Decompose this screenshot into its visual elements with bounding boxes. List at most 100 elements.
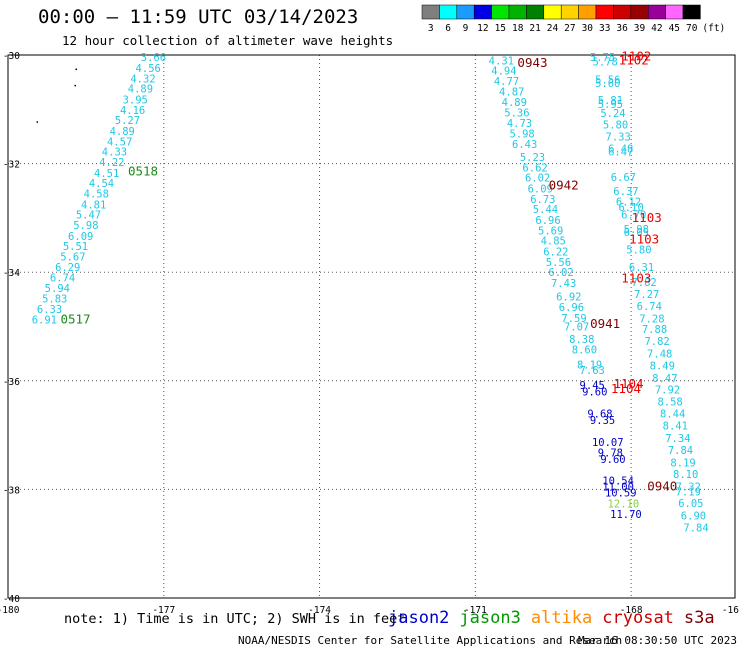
pass-time-label: 0943: [517, 55, 547, 70]
colorbar-label-9: 9: [463, 23, 469, 34]
colorbar-label-24: 24: [547, 23, 559, 34]
island-speck: [74, 84, 76, 87]
wave-height-label: 7.82: [631, 277, 656, 289]
wave-height-label: 7.48: [647, 349, 672, 361]
colorbar-swatch-15: [491, 4, 510, 20]
wave-height-label: 9.78: [598, 447, 623, 459]
pass-time-label: 0941: [590, 316, 620, 331]
wave-height-label: 5.24: [600, 108, 625, 120]
wave-height-label: 6.47: [608, 147, 633, 159]
y-tick-label: -36: [3, 377, 20, 388]
wave-height-label: 4.51: [94, 168, 119, 180]
wave-height-label: 6.74: [637, 301, 662, 313]
wave-height-label: 5.81: [598, 95, 623, 107]
wave-height-label: 6.05: [678, 498, 703, 510]
colorbar-label-39: 39: [634, 23, 646, 34]
wave-height-label: 7.84: [668, 445, 693, 457]
wave-height-label: 5.80: [626, 244, 651, 256]
wave-height-label: 6.96: [535, 215, 560, 227]
colorbar-swatch-27: [560, 4, 579, 20]
wave-height-label: 7.33: [606, 131, 631, 143]
colorbar-swatch-24: [543, 4, 562, 20]
pass-time-label: 1103: [629, 232, 659, 247]
chart-title: 00:00 — 11:59 UTC 03/14/2023: [38, 6, 359, 28]
pass-time-label: 0942: [549, 177, 579, 192]
wave-height-label: 9.60: [582, 387, 607, 399]
wave-height-label: 6.31: [629, 262, 654, 274]
wave-height-label: 4.89: [502, 97, 527, 109]
wave-height-label: 6.70: [621, 210, 646, 222]
satellite-legend-altika: altika: [530, 608, 593, 628]
wave-height-label: 5.69: [538, 225, 563, 237]
colorbar-label-70: 70: [686, 23, 698, 34]
pass-time-label: 1102: [621, 49, 651, 64]
wave-height-label: 6.10: [618, 202, 643, 214]
wave-height-label: 6.91: [32, 314, 57, 326]
island-speck: [36, 121, 39, 123]
wave-height-label: 4.57: [107, 136, 132, 148]
wave-height-label: 8.19: [577, 360, 602, 372]
colorbar-swatch-30: [578, 4, 597, 20]
wave-height-colorbar: 3 6 9 12 15 18 21 24 27 30 33 36 39 42 45 70 (ft): [421, 4, 725, 34]
wave-height-label: 6.22: [543, 247, 568, 259]
wave-height-label: 8.60: [572, 344, 597, 356]
colorbar-label-21: 21: [529, 23, 541, 34]
colorbar-swatch-12: [473, 4, 492, 20]
pass-time-label: 1103: [621, 271, 651, 286]
wave-height-label: 4.85: [541, 236, 566, 248]
wave-height-label: 7.34: [665, 433, 690, 445]
wave-height-label: 7.88: [642, 324, 667, 336]
colorbar-label-42: 42: [651, 23, 662, 34]
wave-height-label: 5.67: [60, 251, 85, 263]
chart-grid: [8, 55, 735, 598]
wave-height-label: 7.63: [580, 365, 605, 377]
colorbar-label-30: 30: [582, 23, 594, 34]
pass-time-label: 1102: [619, 52, 649, 67]
colorbar-label-45: 45: [669, 23, 680, 34]
wave-height-label: 5.27: [115, 115, 140, 127]
wave-height-label: 6.37: [613, 186, 638, 198]
pass-time-label: 0518: [128, 164, 158, 179]
wave-height-label: 4.87: [499, 86, 524, 98]
wave-height-label: 6.90: [681, 510, 706, 522]
wave-height-label: 9.60: [600, 454, 625, 466]
wave-height-label: 7.32: [676, 482, 701, 494]
wave-height-label: 6.62: [522, 162, 547, 174]
wave-height-label: 6.33: [37, 304, 62, 316]
satellite-legend-jason3: jason3: [459, 608, 521, 628]
satellite-legend: jason2 jason3 altika cryosat s3a: [388, 608, 725, 628]
wave-height-label: 6.67: [611, 172, 636, 184]
wave-height-label: 5.98: [624, 224, 649, 236]
footer-note: note: 1) Time is in UTC; 2) SWH is in fe…: [64, 611, 406, 627]
colorbar-unit: (ft): [702, 23, 725, 34]
wave-height-label: 10.59: [605, 488, 637, 500]
wave-height-label: 12.10: [608, 499, 640, 511]
wave-height-label: 5.94: [45, 283, 70, 295]
footer-credit: NOAA/NESDIS Center for Satellite Applica…: [238, 634, 623, 647]
chart-axes: -180 -177 -174 -171 -168 -16 -30 -32 -34 -36 -38 -4…: [0, 51, 739, 616]
y-tick-label: -32: [3, 160, 20, 171]
pass-time-label: 0940: [647, 479, 677, 494]
colorbar-label-36: 36: [616, 23, 628, 34]
wave-height-label: 11.70: [610, 509, 642, 521]
y-tick-label: -40: [3, 594, 20, 605]
wave-height-label: 4.89: [128, 84, 153, 96]
wave-height-label: 6.73: [530, 194, 555, 206]
colorbar-swatch-42: [647, 4, 666, 20]
pass-time-label: 1104: [611, 381, 641, 396]
wave-height-label: 3.66: [141, 52, 166, 64]
wave-height-label: 7.92: [655, 384, 680, 396]
y-tick-label: -34: [3, 268, 20, 279]
wave-height-label: 7.82: [644, 336, 669, 348]
colorbar-label-12: 12: [477, 23, 488, 34]
wave-height-label: 4.33: [102, 147, 127, 159]
wave-height-label: 6.05: [624, 227, 649, 239]
satellite-legend-s3a: s3a: [683, 608, 715, 628]
colorbar-swatch-3: [421, 4, 440, 20]
colorbar-label-27: 27: [564, 23, 575, 34]
wave-height-label: 4.94: [491, 66, 516, 78]
wave-height-label: 8.38: [569, 334, 594, 346]
wave-height-label: 3.95: [123, 95, 148, 107]
chart-points: 3.664.564.324.893.954.165.274.894.574.33…: [32, 49, 709, 535]
wave-height-label: 7.59: [561, 313, 586, 325]
